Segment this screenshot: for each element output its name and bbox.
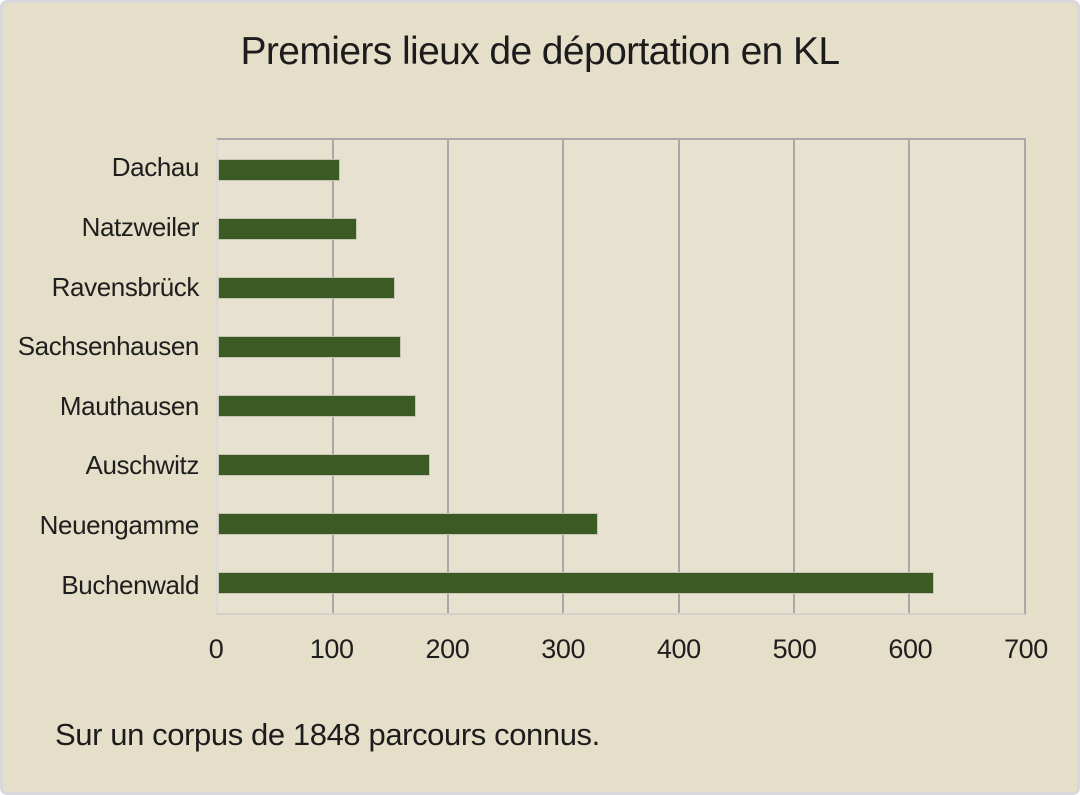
bar-row <box>218 436 1024 495</box>
bar <box>218 158 341 181</box>
category-label: Natzweiler <box>81 211 200 242</box>
chart-title: Premiers lieux de déportation en KL <box>240 30 840 73</box>
bar <box>218 572 935 595</box>
bar <box>218 513 598 536</box>
bar <box>218 395 417 418</box>
x-tick-label: 100 <box>309 634 354 664</box>
category-label: Ravensbrück <box>51 271 200 302</box>
x-tick-label: 200 <box>425 634 470 664</box>
x-tick-label: 300 <box>541 634 586 664</box>
x-tick-label: 700 <box>1004 634 1048 664</box>
plot-area <box>216 138 1026 615</box>
x-tick-label: 500 <box>772 634 817 664</box>
x-tick-label: 400 <box>656 634 701 664</box>
bar <box>218 217 358 240</box>
gridline <box>447 140 450 613</box>
x-tick-label: 0 <box>208 634 224 664</box>
category-label: Sachsenhausen <box>17 331 200 362</box>
gridline <box>332 140 335 613</box>
footnote: Sur un corpus de 1848 parcours connus. <box>55 717 600 752</box>
gridline <box>907 140 910 613</box>
category-label: Auschwitz <box>85 450 200 481</box>
bar <box>218 454 430 477</box>
x-tick-label: 600 <box>888 634 933 664</box>
bar-row <box>218 495 1024 554</box>
bar-row <box>218 199 1024 258</box>
bar <box>218 335 402 358</box>
value-axis-ticks: 0 100 200 300 400 500 600 700 <box>209 634 1049 668</box>
bar-row <box>218 554 1024 613</box>
category-axis-labels: Dachau Natzweiler Ravensbrück Sachsenhausen… <box>3 138 200 615</box>
bar <box>218 276 396 299</box>
bar-row <box>218 258 1024 317</box>
bar-row <box>218 140 1024 199</box>
gridline <box>677 140 680 613</box>
gridline <box>562 140 565 613</box>
category-label: Mauthausen <box>59 390 200 421</box>
category-label: Neuengamme <box>39 510 200 541</box>
gridline <box>792 140 795 613</box>
category-label: Dachau <box>111 152 200 183</box>
category-label: Buchenwald <box>61 569 199 600</box>
bar-row <box>218 377 1024 436</box>
bar-row <box>218 317 1024 376</box>
